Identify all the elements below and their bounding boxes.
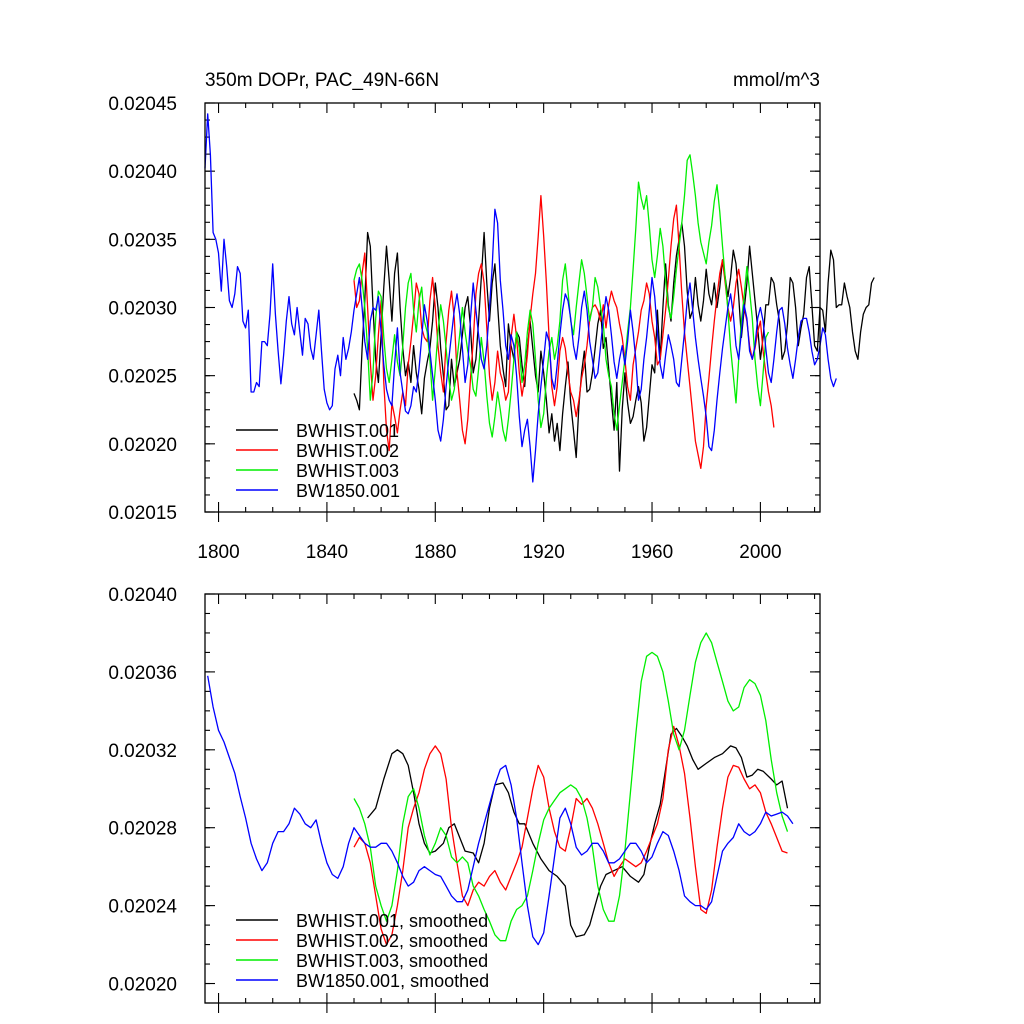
y-tick-label: 0.02028 xyxy=(108,819,177,840)
panel-bottom: 0.02020 0.02024 0.02028 0.02032 0.02036 0.020… xyxy=(108,585,821,1013)
y-tick-label: 0.02035 xyxy=(108,230,177,251)
bottom-series-line-3 xyxy=(353,632,789,942)
units-label: mmol/m^3 xyxy=(733,70,820,91)
legend-label: BWHIST.003 xyxy=(296,461,399,481)
y-tick-label: 0.02015 xyxy=(108,503,177,524)
x-tick-label: 1920 xyxy=(523,542,565,563)
y-tick-label: 0.02040 xyxy=(108,585,177,606)
plot-frame-top xyxy=(204,102,821,513)
y-tick-label: 0.02030 xyxy=(108,299,177,320)
x-tick-label: 2000 xyxy=(739,542,781,563)
y-tick-label: 0.02040 xyxy=(108,162,177,183)
bottom-series-line-4 xyxy=(207,675,794,946)
chart-title: 350m DOPr, PAC_49N-66N xyxy=(205,70,439,91)
panel-top: 350m DOPr, PAC_49N-66N mmol/m^3 0.02015 0… xyxy=(108,70,875,563)
y-tick-label: 0.02020 xyxy=(108,435,177,456)
y-tick-label: 0.02020 xyxy=(108,975,177,996)
x-tick-label: 1880 xyxy=(414,542,456,563)
top-series-line-4 xyxy=(204,113,837,483)
top-series-line-1 xyxy=(353,222,875,472)
plot-frame-bottom xyxy=(204,593,821,1004)
legend-label: BWHIST.002 xyxy=(296,441,399,461)
legend-label: BW1850.001 xyxy=(296,481,400,501)
top-series-line-2 xyxy=(353,195,775,470)
y-tick-label: 0.02036 xyxy=(108,663,177,684)
legend-label: BWHIST.001, smoothed xyxy=(296,911,488,931)
legend-label: BWHIST.003, smoothed xyxy=(296,951,488,971)
legend-label: BWHIST.002, smoothed xyxy=(296,931,488,951)
x-tick-label: 1800 xyxy=(197,542,239,563)
y-tick-label: 0.02025 xyxy=(108,367,177,388)
x-tick-label: 1840 xyxy=(306,542,348,563)
bottom-series-line-2 xyxy=(353,725,788,946)
bottom-series-line-1 xyxy=(367,727,789,938)
y-tick-label: 0.02024 xyxy=(108,897,177,918)
y-tick-label: 0.02032 xyxy=(108,741,177,762)
y-tick-label: 0.02045 xyxy=(108,94,177,115)
top-series-line-3 xyxy=(353,154,770,442)
x-tick-label: 1960 xyxy=(631,542,673,563)
legend-label: BWHIST.001 xyxy=(296,421,399,441)
legend-label: BW1850.001, smoothed xyxy=(296,971,489,991)
